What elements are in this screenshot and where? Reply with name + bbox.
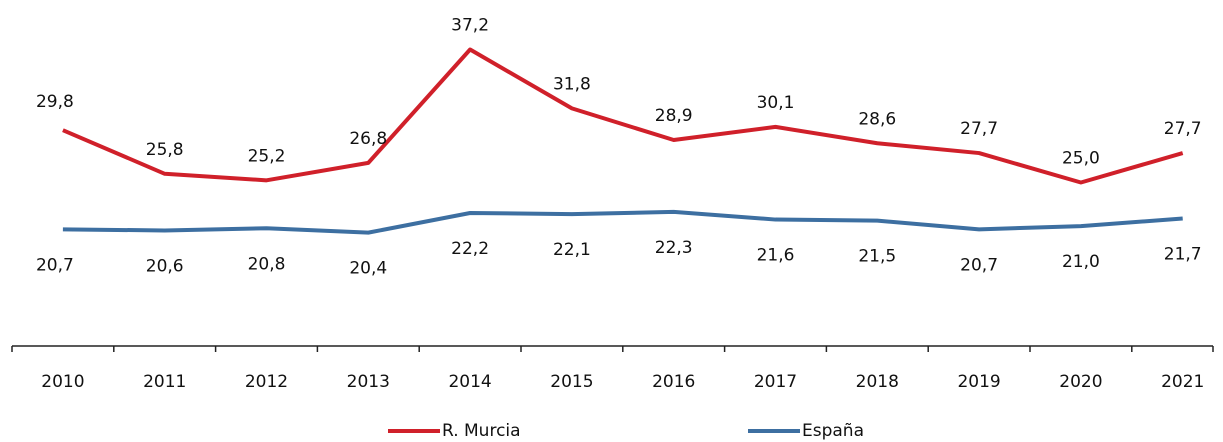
- data-label: 27,7: [960, 119, 998, 139]
- x-tick-label: 2017: [754, 372, 797, 392]
- data-label: 20,6: [146, 256, 184, 276]
- data-label: 30,1: [757, 93, 795, 113]
- data-label: 25,8: [146, 140, 184, 160]
- data-label: 28,9: [655, 106, 693, 126]
- series-line: [62, 209, 1183, 235]
- data-label: 22,2: [451, 239, 489, 259]
- data-label: 21,6: [757, 246, 795, 266]
- data-label: 22,3: [655, 238, 693, 258]
- data-label: 37,2: [451, 16, 489, 36]
- data-label: 21,7: [1164, 244, 1202, 264]
- x-tick-label: 2021: [1161, 372, 1204, 392]
- data-label: 27,7: [1164, 119, 1202, 139]
- x-tick-label: 2018: [856, 372, 899, 392]
- series-line: [62, 47, 1184, 185]
- data-label: 20,7: [36, 255, 74, 275]
- x-tick-label: 2020: [1059, 372, 1102, 392]
- legend-label: España: [802, 421, 864, 441]
- data-label: 22,1: [553, 240, 591, 260]
- data-label: 26,8: [349, 129, 387, 149]
- data-label: 20,4: [349, 259, 387, 279]
- data-label: 21,5: [858, 247, 896, 267]
- data-label: 28,6: [858, 109, 896, 129]
- data-label: 25,2: [248, 146, 286, 166]
- x-tick-label: 2015: [550, 372, 593, 392]
- data-label: 21,0: [1062, 252, 1100, 272]
- data-label: 29,8: [36, 92, 74, 112]
- x-tick-label: 2014: [448, 372, 491, 392]
- data-label: 20,8: [248, 254, 286, 274]
- legend-label: R. Murcia: [442, 421, 521, 441]
- x-tick-label: 2013: [347, 372, 390, 392]
- data-label: 31,8: [553, 74, 591, 94]
- x-tick-label: 2010: [41, 372, 84, 392]
- data-label: 25,0: [1062, 149, 1100, 169]
- x-tick-label: 2019: [957, 372, 1000, 392]
- data-label: 20,7: [960, 255, 998, 275]
- x-tick-label: 2016: [652, 372, 695, 392]
- x-tick-label: 2011: [143, 372, 186, 392]
- x-tick-label: 2012: [245, 372, 288, 392]
